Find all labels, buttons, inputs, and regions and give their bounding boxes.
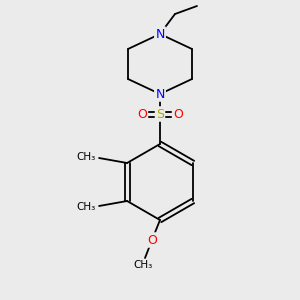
Text: CH₃: CH₃	[77, 152, 96, 162]
Text: N: N	[155, 28, 165, 40]
Text: N: N	[155, 88, 165, 100]
Text: CH₃: CH₃	[77, 202, 96, 212]
Text: O: O	[173, 107, 183, 121]
Text: O: O	[147, 233, 157, 247]
Text: O: O	[137, 107, 147, 121]
Text: S: S	[156, 107, 164, 121]
Text: CH₃: CH₃	[134, 260, 153, 270]
